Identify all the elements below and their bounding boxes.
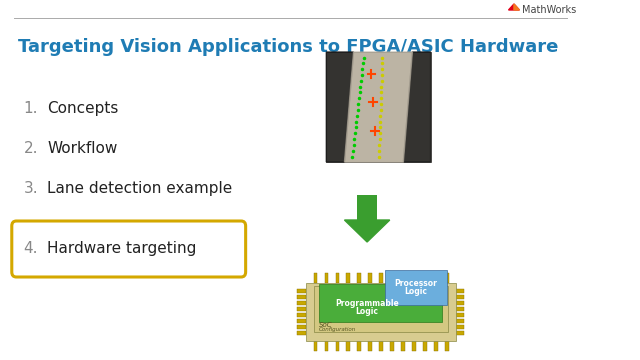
Bar [346, 341, 350, 351]
Bar [307, 283, 456, 341]
Bar [455, 319, 464, 323]
Polygon shape [344, 52, 412, 162]
Bar [401, 273, 405, 283]
Text: Logic: Logic [356, 307, 379, 316]
Bar [455, 295, 464, 299]
Bar [326, 52, 431, 162]
Bar [358, 341, 361, 351]
Bar [445, 341, 449, 351]
Bar [369, 273, 372, 283]
Text: Lane detection example: Lane detection example [47, 180, 232, 195]
Bar [385, 270, 447, 305]
Text: Processor: Processor [395, 279, 438, 288]
Bar [445, 273, 449, 283]
Text: 3.: 3. [24, 180, 38, 195]
Bar [455, 313, 464, 317]
Text: Programmable: Programmable [335, 298, 399, 307]
Bar [298, 307, 307, 311]
Bar [357, 195, 377, 220]
Polygon shape [403, 52, 431, 162]
Bar [390, 273, 394, 283]
Bar [401, 341, 405, 351]
Bar [380, 341, 383, 351]
Bar [380, 273, 383, 283]
Bar [412, 341, 416, 351]
Bar [298, 319, 307, 323]
Text: Targeting Vision Applications to FPGA/ASIC Hardware: Targeting Vision Applications to FPGA/AS… [18, 38, 559, 56]
Bar [434, 273, 438, 283]
Polygon shape [514, 4, 520, 10]
Text: Logic: Logic [404, 288, 428, 297]
Bar [358, 273, 361, 283]
Polygon shape [509, 4, 520, 10]
Polygon shape [344, 220, 390, 242]
Bar [298, 325, 307, 329]
Text: Concepts: Concepts [47, 100, 118, 116]
Polygon shape [326, 52, 353, 162]
Bar [390, 341, 394, 351]
Bar [324, 273, 328, 283]
Bar [298, 289, 307, 293]
Text: Hardware targeting: Hardware targeting [47, 240, 196, 256]
Text: MathWorks: MathWorks [522, 5, 577, 15]
Bar [335, 341, 339, 351]
Text: Configuration: Configuration [319, 327, 356, 332]
Text: 2.: 2. [24, 140, 38, 156]
Bar [369, 341, 372, 351]
Bar [324, 341, 328, 351]
Bar [298, 295, 307, 299]
Bar [434, 341, 438, 351]
Bar [412, 273, 416, 283]
Bar [298, 331, 307, 335]
Bar [298, 301, 307, 305]
Bar [314, 286, 448, 332]
Text: Workflow: Workflow [47, 140, 118, 156]
Bar [455, 289, 464, 293]
Bar [346, 273, 350, 283]
Bar [314, 273, 317, 283]
Bar [314, 341, 317, 351]
Bar [455, 301, 464, 305]
Bar [298, 313, 307, 317]
Text: 1.: 1. [24, 100, 38, 116]
Bar [423, 273, 427, 283]
Bar [423, 341, 427, 351]
Bar [335, 273, 339, 283]
Bar [319, 284, 442, 322]
FancyBboxPatch shape [12, 221, 246, 277]
Bar [455, 325, 464, 329]
Bar [455, 307, 464, 311]
Text: 4.: 4. [24, 240, 38, 256]
Text: SoC: SoC [319, 322, 333, 328]
Bar [455, 331, 464, 335]
